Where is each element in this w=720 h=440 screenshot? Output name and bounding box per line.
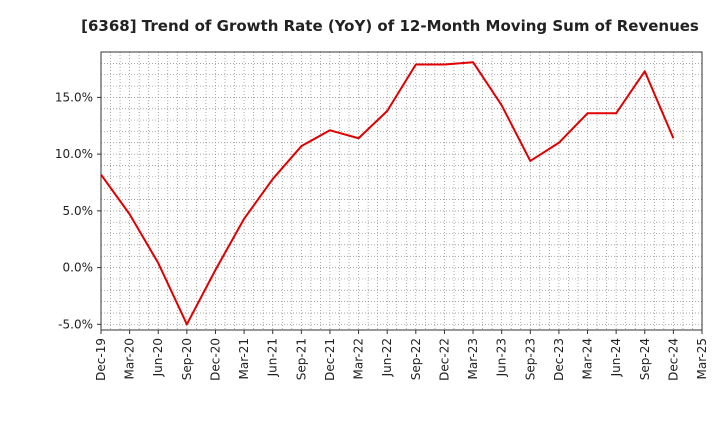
x-tick-label: Dec-22	[437, 338, 451, 381]
x-tick-label: Mar-25	[695, 338, 709, 379]
x-tick-label: Dec-20	[208, 338, 222, 381]
x-tick-label: Sep-21	[294, 338, 308, 380]
y-tick-label: 10.0%	[55, 147, 93, 161]
x-tick-label: Jun-20	[151, 338, 165, 377]
x-tick-label: Mar-21	[237, 338, 251, 379]
x-tick-label: Mar-23	[466, 338, 480, 379]
x-tick-label: Dec-23	[552, 338, 566, 381]
x-tick-label: Dec-24	[666, 338, 680, 381]
series-layer	[100, 61, 675, 326]
grid	[101, 51, 702, 330]
y-tick-label: 5.0%	[63, 204, 94, 218]
x-tick-label: Jun-23	[495, 338, 509, 377]
y-tick-label: 0.0%	[63, 261, 94, 275]
y-axis-ticks: 15.0% 10.0% 5.0% 0.0% -5.0%	[55, 90, 101, 331]
chart-title: [6368] Trend of Growth Rate (YoY) of 12-…	[81, 17, 699, 35]
axes	[100, 51, 703, 331]
x-tick-label: Sep-24	[638, 338, 652, 380]
x-tick-label: Jun-22	[380, 338, 394, 377]
x-tick-label: Jun-21	[266, 338, 280, 377]
plot-area	[101, 52, 702, 330]
x-tick-label: Sep-23	[523, 338, 537, 380]
x-axis-ticks: Dec-19 Mar-20 Jun-20 Sep-20 Dec-20 Mar-21 Jun-…	[94, 330, 709, 381]
x-tick-label: Sep-20	[180, 338, 194, 380]
x-tick-label: Mar-22	[352, 338, 366, 379]
x-tick-label: Dec-19	[94, 338, 108, 381]
x-tick-label: Sep-22	[409, 338, 423, 380]
x-tick-label: Jun-24	[609, 338, 623, 377]
y-tick-label: 15.0%	[55, 90, 93, 104]
x-tick-label: Mar-24	[581, 338, 595, 379]
x-tick-label: Mar-20	[123, 338, 137, 379]
plot-frame	[100, 51, 703, 331]
x-tick-label: Dec-21	[323, 338, 337, 381]
y-tick-label: -5.0%	[58, 317, 93, 331]
series-line	[100, 61, 675, 326]
